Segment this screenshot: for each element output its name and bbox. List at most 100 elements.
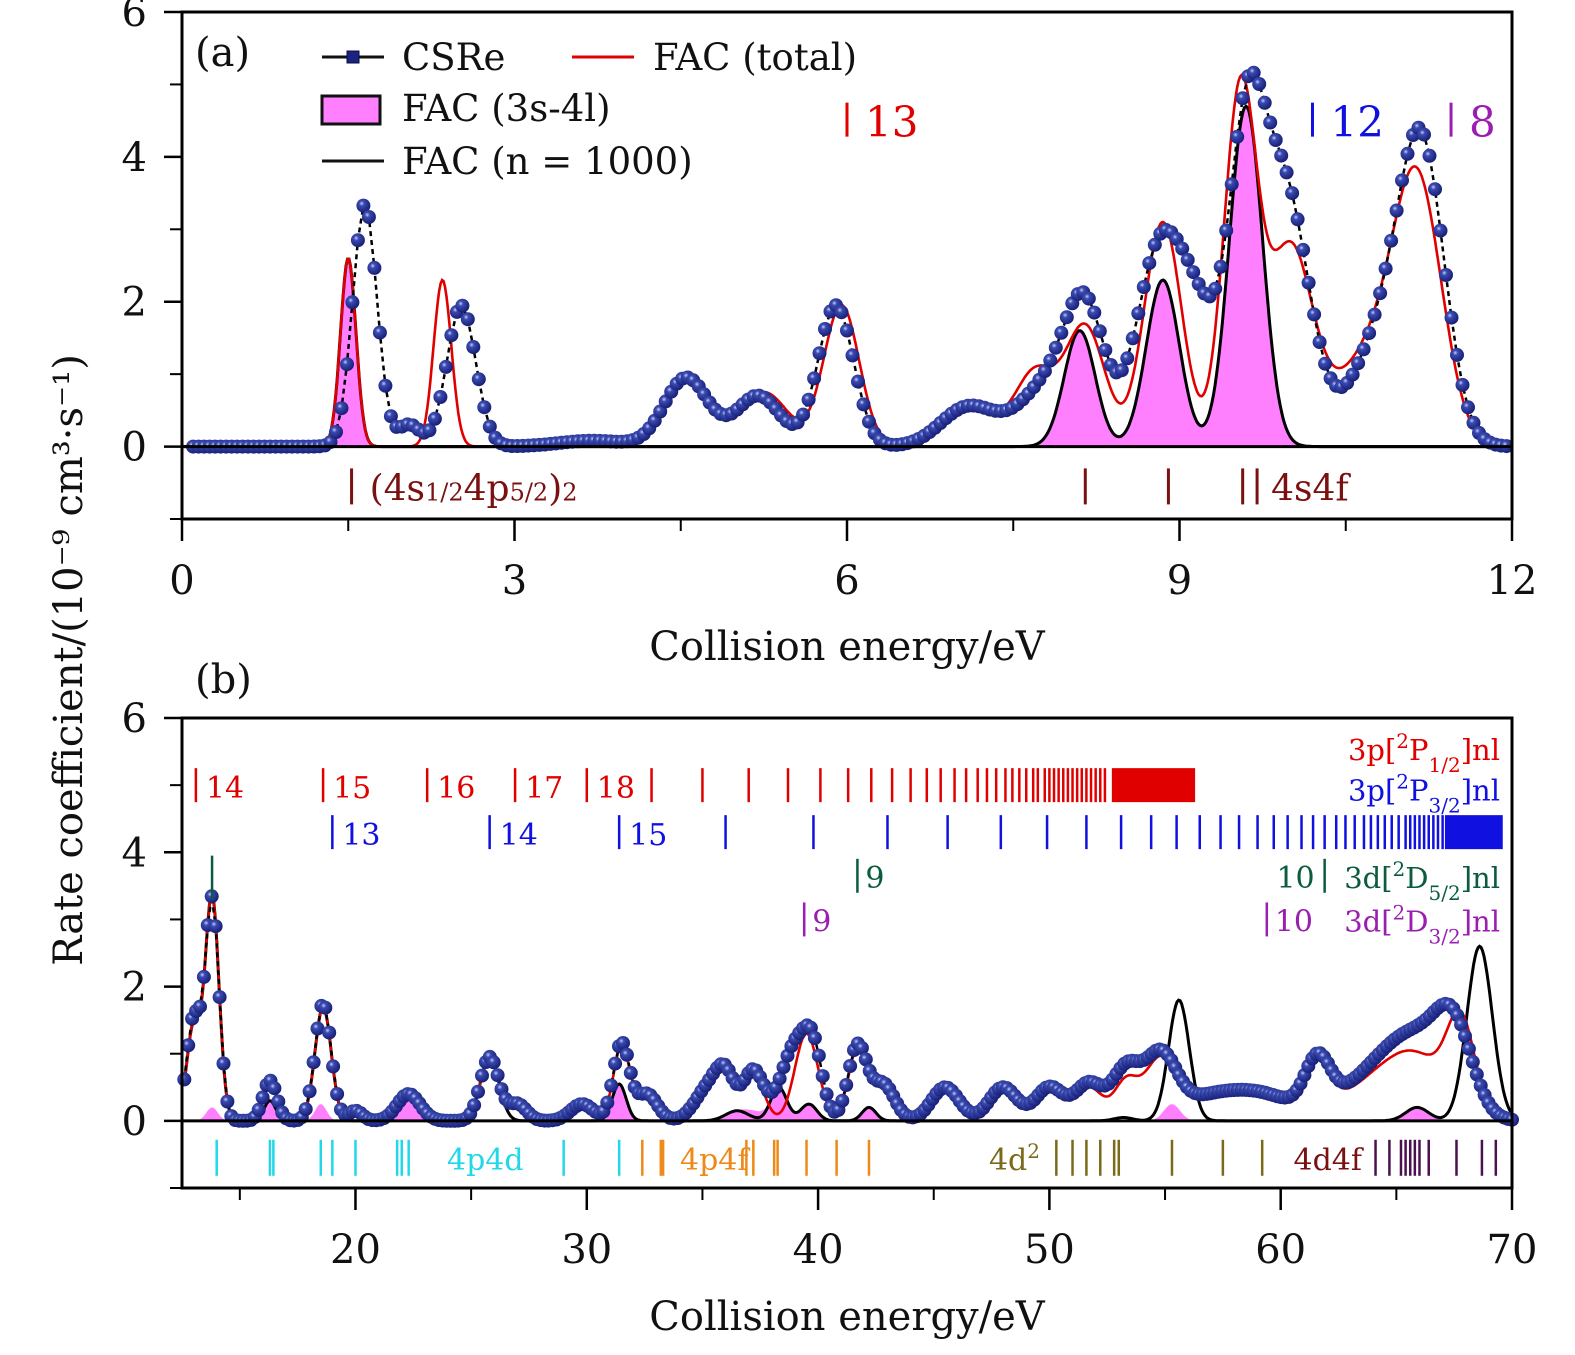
a-csre-point — [427, 411, 442, 426]
a-csre-point — [345, 295, 360, 310]
a-csre-point — [329, 425, 343, 439]
b-csre-point — [819, 1087, 834, 1102]
a-csre-point — [1312, 335, 1327, 350]
a-csre-point — [1219, 223, 1234, 238]
b-csre-point — [490, 1068, 505, 1083]
panel-b: 14 15 16 17 18 13 14 15 9 10 9 10 3p[2P1/2]nl3p[2P3/… — [122, 657, 1538, 1340]
panel-a-label: (a) — [195, 30, 250, 76]
b-csre-point — [177, 1072, 192, 1087]
b-y-tick-label: 2 — [122, 965, 147, 1011]
a-csre-point — [1043, 353, 1058, 368]
b-x-tick-label: 30 — [561, 1227, 612, 1273]
a-csre-point — [1230, 129, 1245, 144]
b-rydberg-n-label: 18 — [597, 771, 635, 806]
a-csre-point — [1120, 351, 1135, 366]
a-plot-frame — [180, 10, 1514, 521]
a-csre-point — [1417, 127, 1431, 142]
a-csre-point — [334, 401, 349, 416]
a-csre-point — [862, 414, 876, 429]
a-csre-point — [1373, 286, 1388, 301]
b-csre-point — [255, 1090, 270, 1105]
a-series-limit-label: 13 — [865, 98, 918, 147]
b-series-fac-3s4l — [182, 1083, 1512, 1121]
a-annotations: 13 12 8 (4s1/24p5/2)2 4s4f — [350, 98, 1496, 509]
a-csre-point — [818, 322, 832, 336]
a-x-tick-label: 9 — [1167, 558, 1192, 604]
b-csre-point — [322, 1025, 337, 1040]
b-level-group-label: 4d2 — [989, 1139, 1040, 1178]
a-csre-point — [466, 340, 481, 354]
b-y-tick-label: 6 — [122, 696, 147, 742]
legend-entry-fac-3s4l: FAC (3s-4l) — [320, 87, 611, 130]
a-csre-point — [340, 357, 354, 372]
b-rydberg-n-label: 15 — [333, 771, 371, 806]
b-y-tick-label: 0 — [122, 1099, 147, 1145]
a-y-tick-label: 2 — [122, 280, 147, 326]
a-csre-point — [482, 419, 497, 434]
a-csre-point — [1224, 177, 1239, 192]
a-csre-point — [1384, 233, 1399, 248]
a-csre-point — [1037, 364, 1052, 379]
a-csre-point — [1428, 182, 1442, 197]
b-csre-point — [306, 1055, 321, 1070]
a-csre-point — [1439, 268, 1453, 282]
b-csre-point — [1461, 1041, 1476, 1056]
b-rydberg-n-label: 17 — [525, 771, 563, 806]
b-csre-point — [835, 1093, 850, 1108]
a-csre-point — [378, 378, 393, 393]
a-csre-point — [1125, 331, 1140, 346]
a-x-tick-label: 12 — [1487, 558, 1538, 604]
a-csre-point — [1389, 203, 1404, 218]
a-csre-point — [834, 305, 849, 320]
b-csre-point — [302, 1084, 317, 1099]
a-csre-point — [1059, 310, 1074, 325]
a-csre-point — [845, 348, 860, 363]
b-csre-point — [193, 999, 207, 1014]
a-csre-point — [1087, 305, 1102, 320]
a-csre-point — [856, 397, 871, 412]
a-csre-point — [1114, 363, 1129, 378]
a-csre-point — [1422, 148, 1437, 163]
b-rydberg-series-label: 3p[2P1/2]nl — [1348, 729, 1500, 777]
a-series-fac-n1000 — [182, 104, 1512, 449]
a-csre-point — [477, 400, 492, 415]
b-csre-point — [1454, 1017, 1469, 1032]
b-csre-point — [310, 1021, 325, 1036]
legend-label-fac-total: FAC (total) — [653, 36, 857, 79]
b-csre-point — [196, 969, 211, 984]
b-csre-point — [600, 1095, 615, 1110]
b-csre-point — [298, 1102, 313, 1117]
panel-b-label: (b) — [195, 657, 252, 703]
b-csre-point — [475, 1068, 489, 1083]
b-rydberg-n-label: 15 — [629, 818, 667, 853]
a-csre-point — [1257, 95, 1272, 110]
a-series-limit-label: 8 — [1469, 98, 1496, 147]
a-csre-point — [1142, 256, 1157, 271]
a-csre-point — [1301, 275, 1316, 290]
b-x-tick-label: 40 — [793, 1227, 844, 1273]
a-csre-point — [1279, 165, 1294, 180]
a-csre-point — [1461, 400, 1475, 415]
a-x-tick-label: 3 — [502, 558, 527, 604]
b-csre-point — [843, 1059, 858, 1073]
b-rydberg-n-label: 14 — [206, 771, 244, 806]
b-csre-point — [776, 1060, 791, 1075]
b-csre-point — [181, 1038, 196, 1053]
a-csre-point — [471, 372, 486, 387]
b-level-group-label: 4d4f — [1294, 1143, 1364, 1178]
a-csre-point — [422, 423, 437, 438]
a-csre-point — [361, 210, 376, 224]
a-x-tick-label: 0 — [169, 558, 194, 604]
b-csre-point — [326, 1059, 341, 1074]
a-level-label-4s4f: 4s4f — [1271, 468, 1351, 509]
a-y-tick-label: 4 — [122, 135, 147, 181]
a-csre-point — [1131, 306, 1146, 321]
b-csre-point — [815, 1069, 830, 1084]
b-csre-point — [330, 1087, 345, 1101]
a-csre-point — [1444, 310, 1459, 325]
a-y-tick-label: 6 — [122, 0, 147, 36]
b-csre-point — [486, 1055, 501, 1070]
b-csre-point — [811, 1048, 826, 1063]
a-csre-point — [433, 390, 448, 404]
b-csre-point — [619, 1047, 634, 1062]
